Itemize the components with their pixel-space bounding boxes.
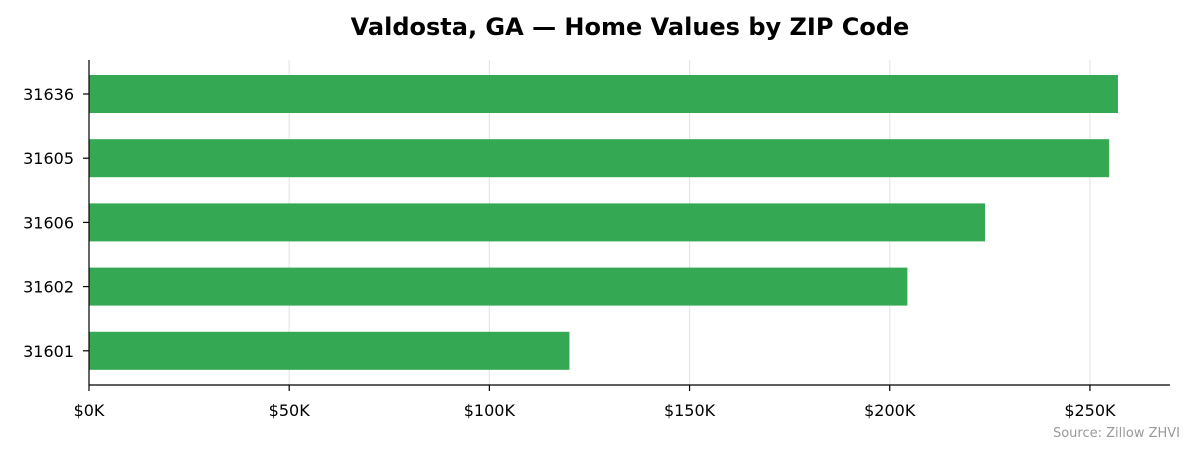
- x-tick-label: $0K: [74, 401, 105, 420]
- source-note: Source: Zillow ZHVI: [1053, 426, 1180, 441]
- chart-title: Valdosta, GA — Home Values by ZIP Code: [351, 13, 910, 41]
- x-axis-ticks: $0K $50K $100K $150K $200K $250K: [74, 385, 1116, 420]
- bar-31606: [89, 203, 986, 242]
- y-tick-label: 31605: [23, 149, 74, 168]
- bar-31601: [89, 331, 570, 370]
- y-tick-label: 31636: [23, 85, 74, 104]
- x-tick-label: $150K: [664, 401, 716, 420]
- bar-31602: [89, 267, 908, 306]
- bar-31605: [89, 139, 1110, 178]
- bar-31636: [89, 75, 1118, 113]
- x-tick-label: $250K: [1064, 401, 1116, 420]
- y-tick-label: 31606: [23, 213, 74, 232]
- bars: [89, 75, 1118, 370]
- x-tick-label: $100K: [464, 401, 516, 420]
- y-tick-label: 31602: [23, 278, 74, 297]
- y-axis-ticks: 31636 31605 31606 31602 31601: [23, 85, 89, 361]
- y-tick-label: 31601: [23, 342, 74, 361]
- x-tick-label: $200K: [864, 401, 916, 420]
- x-tick-label: $50K: [269, 401, 311, 420]
